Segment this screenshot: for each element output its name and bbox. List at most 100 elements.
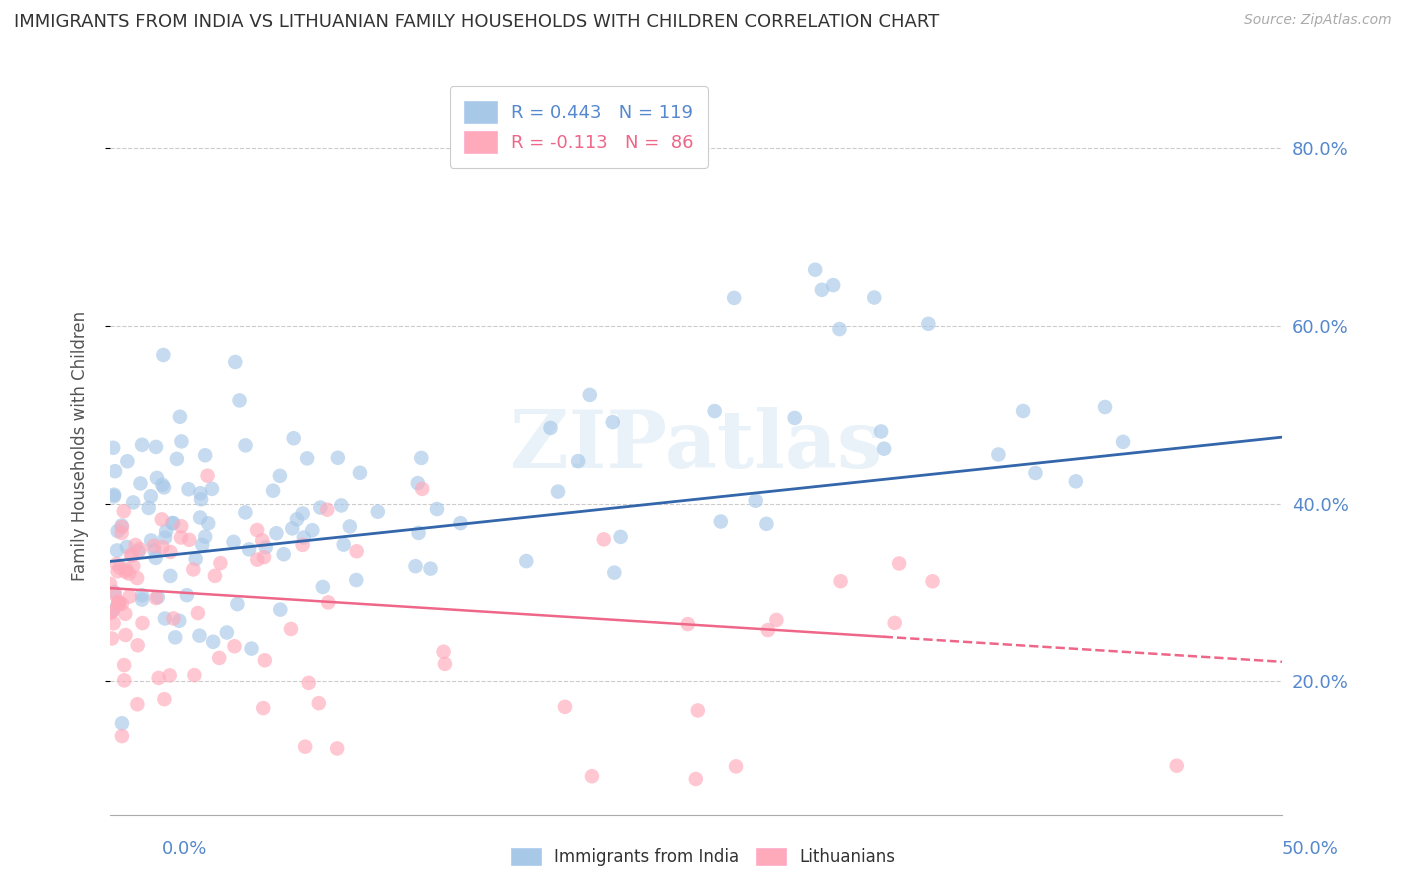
Point xyxy=(224,355,246,369)
Point xyxy=(170,519,193,533)
Point xyxy=(179,533,201,547)
Point xyxy=(408,525,430,540)
Point xyxy=(433,657,456,671)
Point xyxy=(316,595,339,609)
Point xyxy=(291,507,314,521)
Point xyxy=(127,698,149,712)
Point xyxy=(367,505,389,519)
Point xyxy=(169,614,191,628)
Point xyxy=(131,588,153,602)
Text: 50.0%: 50.0% xyxy=(1282,840,1339,858)
Point xyxy=(184,552,207,566)
Point xyxy=(103,585,125,599)
Point xyxy=(111,597,134,611)
Point xyxy=(870,425,893,439)
Point xyxy=(917,317,939,331)
Point xyxy=(723,291,745,305)
Point xyxy=(118,566,141,581)
Point xyxy=(554,699,576,714)
Point xyxy=(578,388,600,402)
Point xyxy=(153,611,176,625)
Point xyxy=(281,521,304,535)
Point xyxy=(603,566,626,580)
Point xyxy=(309,500,332,515)
Point xyxy=(224,640,246,654)
Point xyxy=(405,559,427,574)
Point xyxy=(253,550,276,565)
Point xyxy=(547,484,569,499)
Point xyxy=(187,606,209,620)
Point xyxy=(811,283,834,297)
Point xyxy=(339,519,361,533)
Point xyxy=(183,562,205,576)
Point xyxy=(252,701,274,715)
Point xyxy=(103,616,125,631)
Point xyxy=(120,548,142,562)
Point xyxy=(107,595,129,609)
Point xyxy=(1112,434,1135,449)
Point xyxy=(112,673,135,688)
Point xyxy=(188,510,211,524)
Point xyxy=(432,645,454,659)
Point xyxy=(238,542,260,557)
Point xyxy=(127,638,149,652)
Y-axis label: Family Households with Children: Family Households with Children xyxy=(72,311,89,581)
Point xyxy=(235,438,257,452)
Point xyxy=(114,628,136,642)
Point xyxy=(169,409,191,424)
Point xyxy=(291,538,314,552)
Point xyxy=(1166,758,1188,772)
Point xyxy=(150,540,173,554)
Point xyxy=(146,590,169,604)
Point xyxy=(107,595,129,609)
Point xyxy=(756,623,779,637)
Point xyxy=(105,543,128,558)
Point xyxy=(294,739,316,754)
Point xyxy=(104,587,127,601)
Point xyxy=(226,597,249,611)
Point xyxy=(105,557,128,571)
Point xyxy=(332,538,354,552)
Point xyxy=(246,552,269,566)
Point xyxy=(301,523,323,537)
Point xyxy=(190,492,212,507)
Point xyxy=(208,651,231,665)
Point xyxy=(285,512,308,526)
Point xyxy=(411,450,433,465)
Point xyxy=(153,692,176,706)
Point xyxy=(115,540,138,554)
Point xyxy=(592,533,614,547)
Point xyxy=(1064,475,1087,489)
Point xyxy=(124,538,146,552)
Point xyxy=(170,531,193,545)
Text: IMMIGRANTS FROM INDIA VS LITHUANIAN FAMILY HOUSEHOLDS WITH CHILDREN CORRELATION : IMMIGRANTS FROM INDIA VS LITHUANIAN FAMI… xyxy=(14,13,939,31)
Point xyxy=(98,577,121,591)
Point xyxy=(155,524,177,538)
Point xyxy=(987,448,1010,462)
Point xyxy=(101,441,124,455)
Point xyxy=(177,482,200,496)
Point xyxy=(103,602,125,616)
Point xyxy=(108,560,131,574)
Point xyxy=(101,605,124,619)
Point xyxy=(159,545,181,559)
Point xyxy=(131,438,153,452)
Point xyxy=(266,526,288,541)
Point xyxy=(110,525,132,540)
Point xyxy=(162,611,184,625)
Point xyxy=(308,696,330,710)
Point xyxy=(194,530,217,544)
Point xyxy=(419,561,441,575)
Point xyxy=(1094,400,1116,414)
Point xyxy=(830,574,852,589)
Point xyxy=(686,703,709,717)
Point xyxy=(426,502,449,516)
Point xyxy=(411,482,433,496)
Point xyxy=(121,549,143,563)
Point xyxy=(190,486,212,500)
Point xyxy=(197,516,219,531)
Point xyxy=(153,531,176,545)
Point xyxy=(330,499,353,513)
Point xyxy=(131,592,153,607)
Point xyxy=(183,668,205,682)
